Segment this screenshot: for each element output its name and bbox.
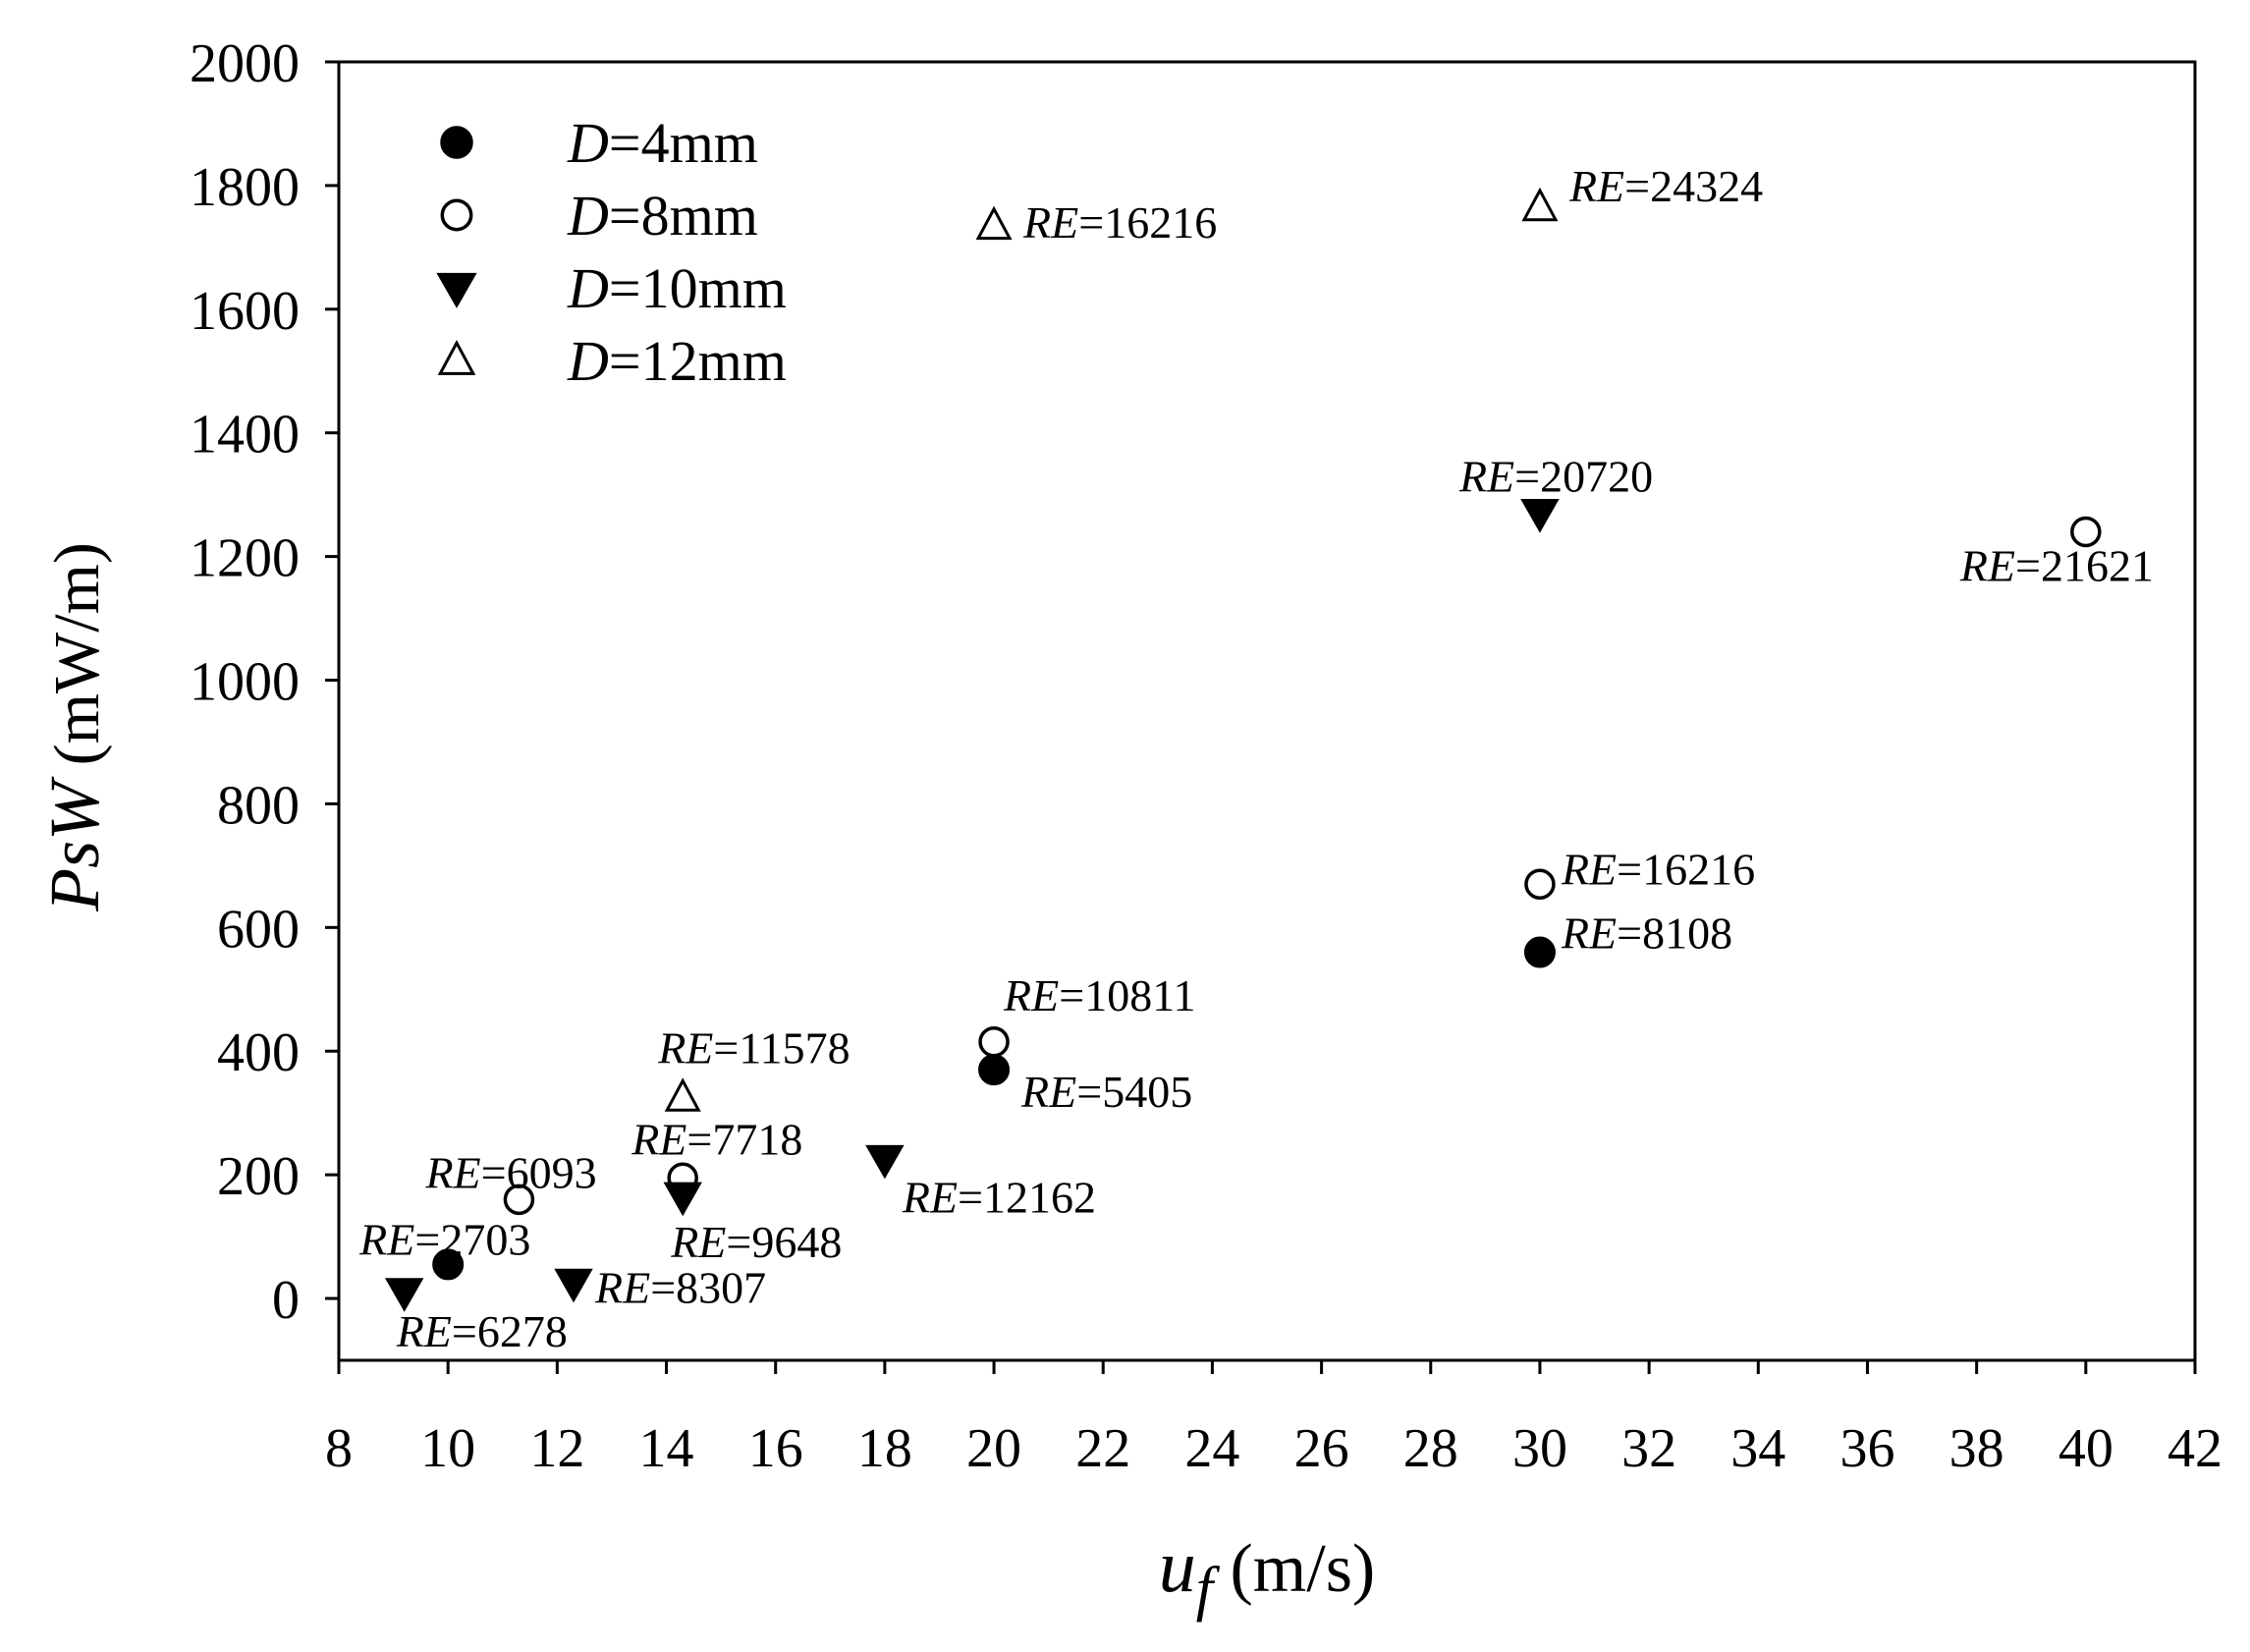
- plot-frame: [337, 60, 2197, 1362]
- data-point: [554, 1268, 593, 1303]
- legend-marker: [440, 198, 473, 232]
- point-annotation: RE=5405: [1020, 1067, 1192, 1117]
- y-tick-label: 2000: [190, 33, 300, 94]
- data-point: [384, 1278, 424, 1312]
- point-annotation: RE=8108: [1561, 909, 1732, 959]
- data-point: [1521, 187, 1559, 222]
- y-tick-label: 200: [217, 1146, 300, 1207]
- data-point: [2070, 516, 2102, 548]
- y-tick-label: 1800: [190, 157, 300, 218]
- x-tick-label: 26: [1294, 1418, 1349, 1479]
- data-point: [978, 1026, 1010, 1058]
- legend: D=4mm D=8mm D=10mm D=12mm: [436, 111, 787, 393]
- data-point: [978, 1054, 1011, 1086]
- point-annotation: RE=10811: [1003, 970, 1195, 1020]
- point-annotation: RE=6093: [424, 1147, 596, 1197]
- point-annotation: RE=24324: [1568, 161, 1763, 211]
- x-tick-label: 12: [529, 1418, 584, 1479]
- point-annotation: RE=7718: [631, 1114, 802, 1164]
- point-annotation: RE=6278: [396, 1306, 568, 1356]
- point-annotation: RE=12162: [902, 1172, 1096, 1222]
- x-tick-label: 14: [639, 1418, 694, 1479]
- y-axis-ticks: 0 200 400 600 800 1000 1200 1400 1600 1800 2000: [190, 33, 339, 1331]
- x-tick-label: 16: [748, 1418, 803, 1479]
- point-annotation: RE=9648: [670, 1217, 842, 1267]
- point-annotation: RE=11578: [657, 1022, 850, 1073]
- data-point: [503, 1184, 535, 1216]
- data-point: [664, 1077, 701, 1112]
- x-tick-label: 42: [2168, 1418, 2223, 1479]
- y-axis-title: PsW (mW/m): [35, 542, 114, 912]
- x-tick-label: 18: [857, 1418, 912, 1479]
- x-tick-label: 8: [325, 1418, 353, 1479]
- legend-label: D=8mm: [567, 184, 758, 248]
- x-tick-label: 28: [1403, 1418, 1458, 1479]
- x-tick-label: 32: [1621, 1418, 1676, 1479]
- x-tick-label: 30: [1512, 1418, 1567, 1479]
- x-tick-label: 36: [1839, 1418, 1894, 1479]
- y-tick-label: 0: [272, 1270, 300, 1331]
- x-tick-label: 24: [1184, 1418, 1239, 1479]
- data-point: [432, 1248, 465, 1281]
- x-tick-label: 10: [420, 1418, 475, 1479]
- data-point: [1523, 936, 1556, 968]
- legend-label: D=12mm: [567, 329, 787, 393]
- legend-marker: [437, 339, 476, 375]
- point-annotation: RE=21621: [1959, 540, 2154, 590]
- data-point: [663, 1182, 702, 1217]
- x-tick-label: 22: [1075, 1418, 1130, 1479]
- y-tick-label: 1600: [190, 281, 300, 342]
- data-point: [1520, 499, 1560, 533]
- point-annotation: RE=16216: [1022, 197, 1217, 248]
- y-tick-label: 600: [217, 899, 300, 960]
- data-point: [865, 1144, 905, 1180]
- x-tick-label: 34: [1730, 1418, 1785, 1479]
- point-annotation: RE=16216: [1561, 844, 1755, 894]
- y-tick-label: 400: [217, 1022, 300, 1083]
- legend-marker: [440, 126, 473, 159]
- x-tick-label: 40: [2058, 1418, 2113, 1479]
- legend-marker: [436, 272, 477, 308]
- y-tick-label: 1000: [190, 652, 300, 713]
- point-annotation: RE=2703: [358, 1214, 530, 1264]
- data-point: [1524, 868, 1556, 901]
- y-tick-label: 1200: [190, 528, 300, 589]
- x-axis-ticks: 8 10 12 14 16 18 20 22 24 26 28 30 32 34 36 38 40 42: [325, 1360, 2223, 1479]
- legend-label: D=4mm: [567, 111, 758, 175]
- point-annotations: RE=2703 RE=5405 RE=8108 RE=6093 RE=7718 RE=10…: [358, 161, 2154, 1356]
- y-tick-label: 1400: [190, 405, 300, 466]
- x-tick-label: 38: [1949, 1418, 2004, 1479]
- point-annotation: RE=20720: [1458, 452, 1653, 502]
- data-point: [975, 205, 1013, 241]
- y-tick-label: 800: [217, 775, 300, 836]
- legend-label: D=10mm: [567, 256, 787, 320]
- point-annotation: RE=8307: [594, 1262, 766, 1312]
- x-tick-label: 20: [966, 1418, 1021, 1479]
- data-points: [384, 187, 2102, 1312]
- plot-area: [337, 60, 2197, 1362]
